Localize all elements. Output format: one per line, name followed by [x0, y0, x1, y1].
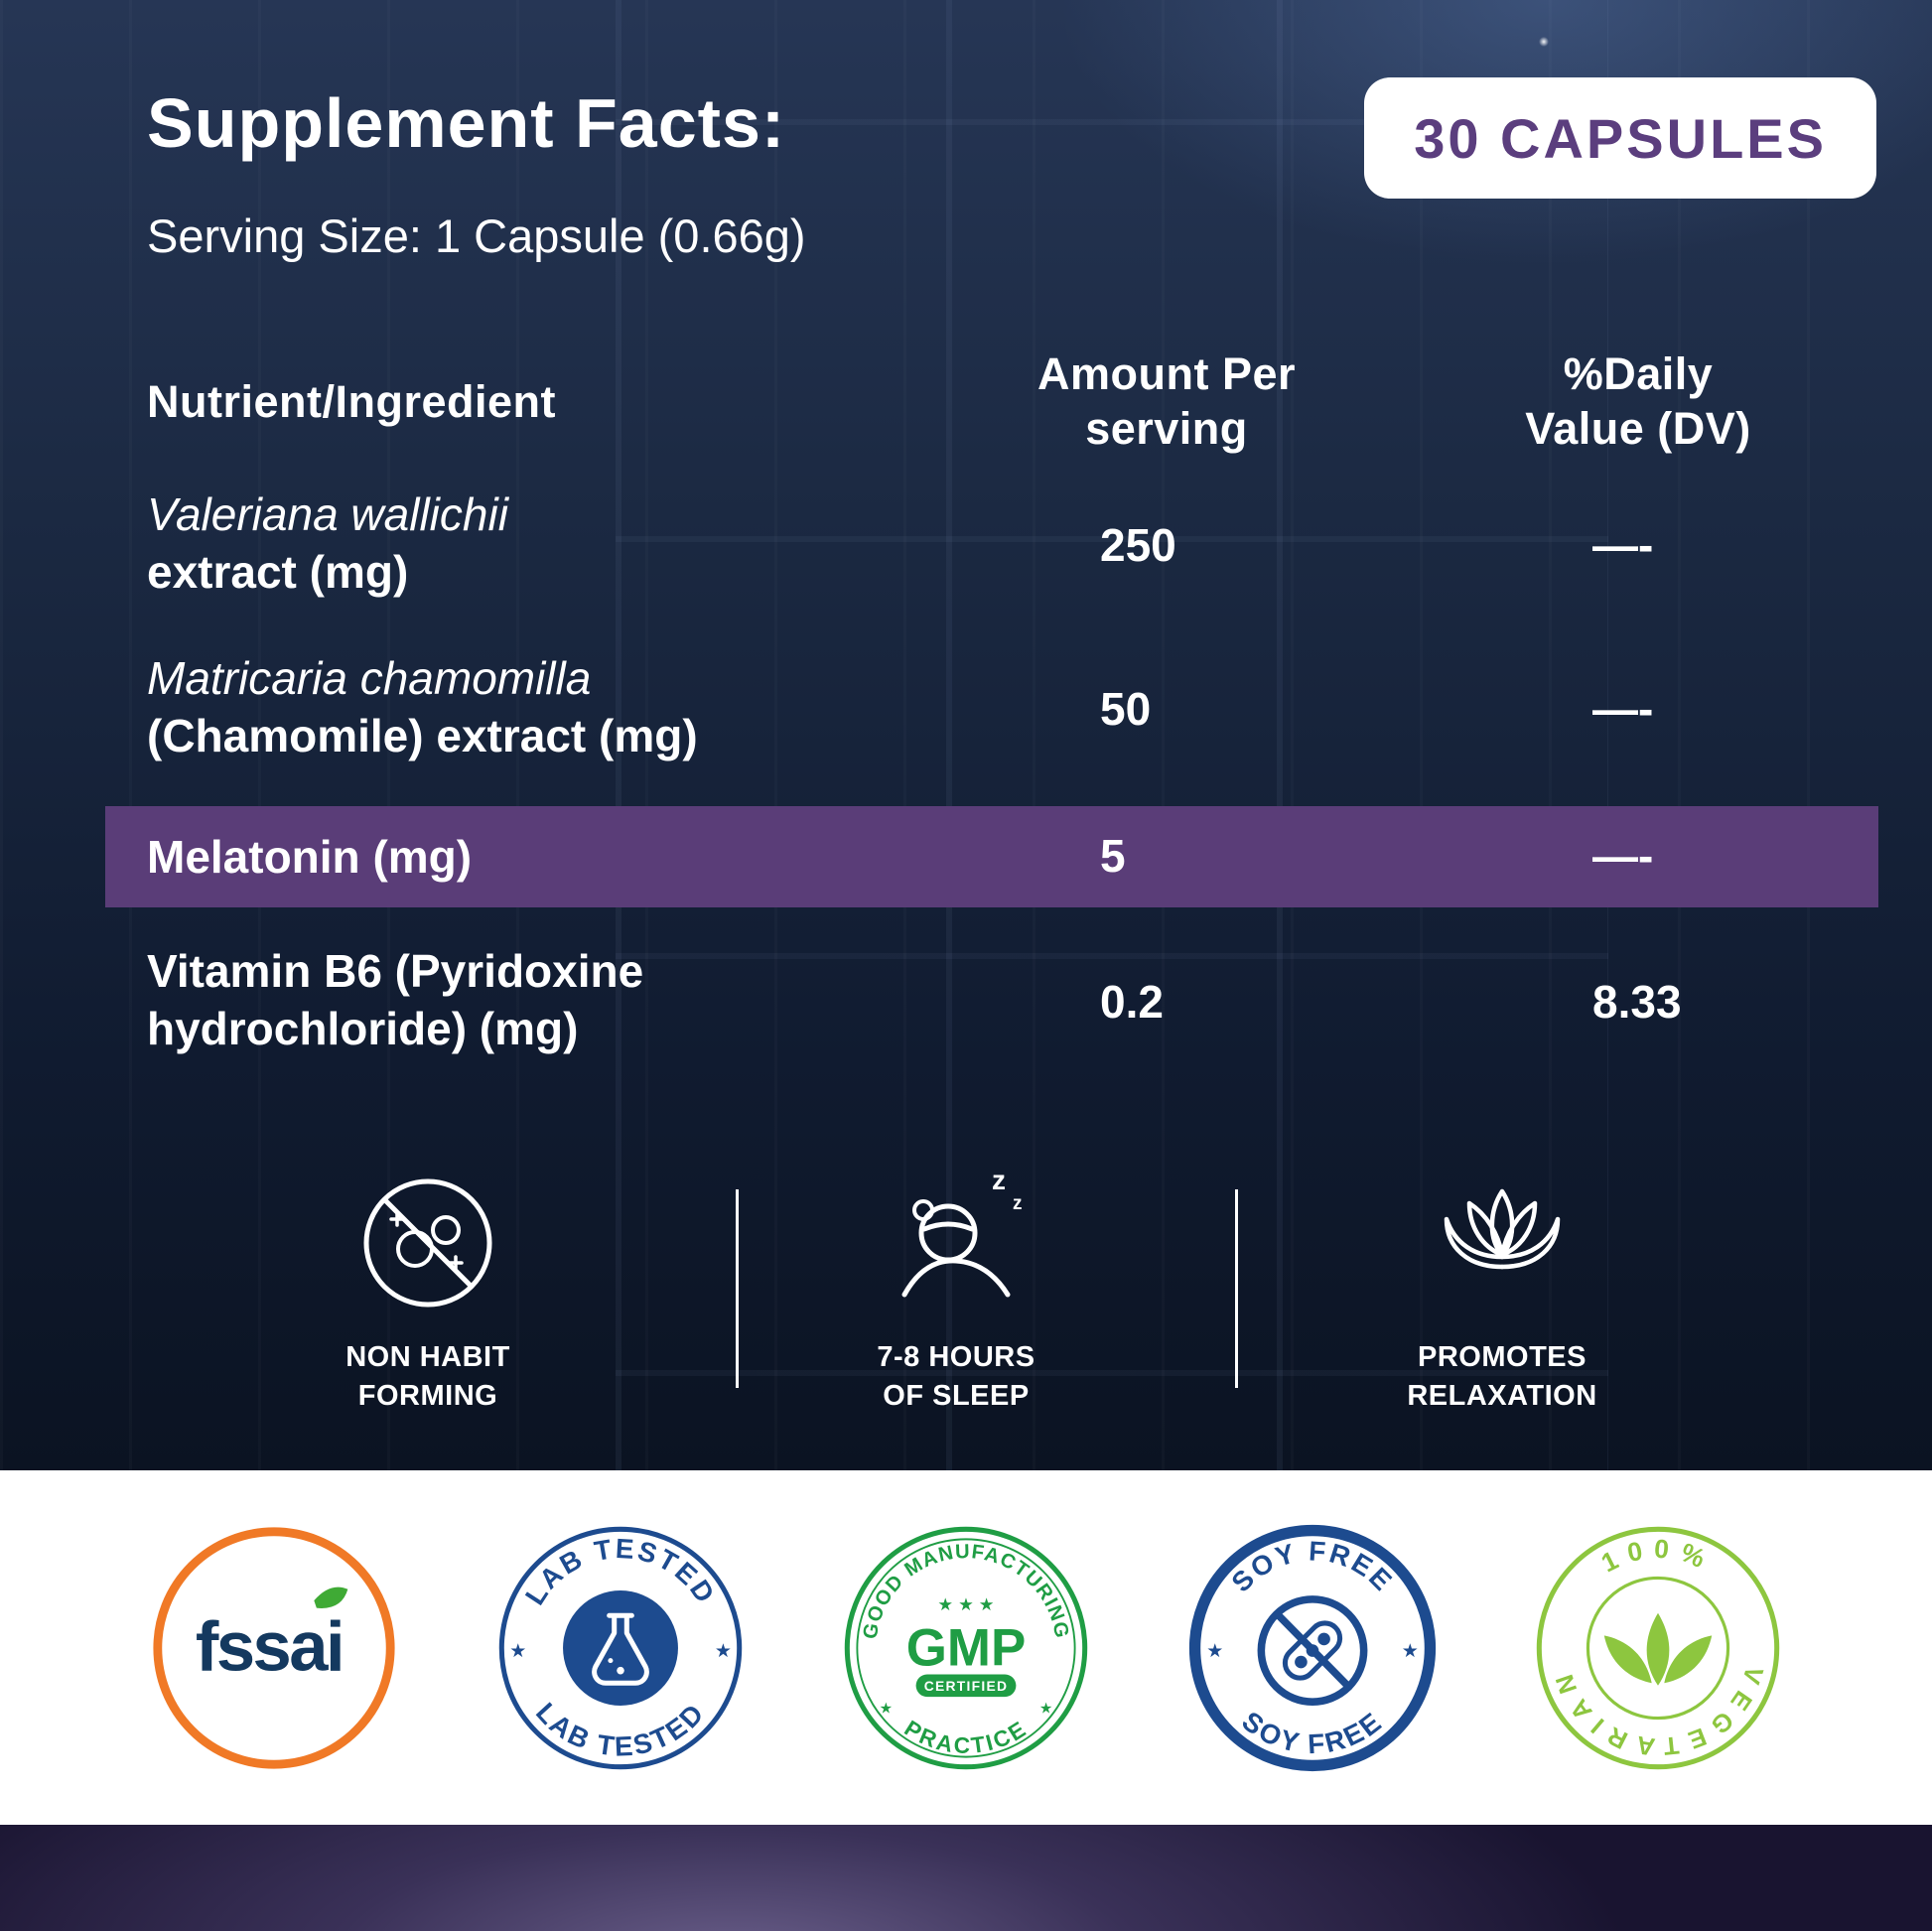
- fssai-badge: fssai: [153, 1526, 395, 1769]
- gmp-badge: GOOD MANUFACTURING PRACTICE ★ ★ ★ GMP CE…: [844, 1526, 1088, 1769]
- ingredient-name: Valeriana wallichii: [147, 488, 508, 540]
- capsule-count-badge: 30 CAPSULES: [1364, 77, 1876, 199]
- svg-text:z: z: [992, 1165, 1006, 1195]
- star-icon: ★: [1039, 1700, 1053, 1717]
- feature-non-habit: NON HABIT FORMING: [249, 1154, 607, 1416]
- ingredient-name: Matricaria chamomilla: [147, 652, 592, 704]
- divider: [736, 1189, 739, 1388]
- amount-value: 50: [1100, 683, 1152, 735]
- amount-value: 0.2: [1100, 976, 1164, 1028]
- dv-value: —-: [1592, 519, 1654, 571]
- ingredient-detail: (Chamomile) extract (mg): [147, 709, 698, 761]
- column-daily-value: %Daily Value (DV): [1525, 348, 1751, 454]
- soy-free-badge: SOY FREE SOY FREE ★ ★: [1188, 1524, 1436, 1771]
- fssai-text: fssai: [196, 1606, 343, 1685]
- star-icon: ★: [880, 1700, 894, 1717]
- amount-value: 5: [1100, 830, 1126, 882]
- feature-label: 7-8 HOURS OF SLEEP: [877, 1341, 1035, 1413]
- feature-label: NON HABIT FORMING: [345, 1341, 510, 1413]
- certification-band: fssai LAB TESTED LAB TESTED ★ ★: [0, 1470, 1932, 1825]
- ingredient-name: Vitamin B6 (Pyridoxine: [147, 945, 644, 997]
- star-icon: ★: [1401, 1640, 1418, 1661]
- divider: [1235, 1189, 1238, 1388]
- gmp-text: GMP: [906, 1618, 1027, 1677]
- serving-size: Serving Size: 1 Capsule (0.66g): [147, 209, 806, 262]
- feature-relaxation: PROMOTES RELAXATION: [1323, 1154, 1681, 1416]
- lab-tested-badge: LAB TESTED LAB TESTED ★ ★: [498, 1526, 742, 1769]
- star-icon: ★: [1206, 1640, 1223, 1661]
- leaf-icon: [314, 1586, 348, 1608]
- column-nutrient: Nutrient/Ingredient: [147, 376, 556, 427]
- vegetarian-badge: 100% VEGETARIAN: [1536, 1526, 1780, 1769]
- star-icon: ★: [509, 1640, 526, 1661]
- amount-value: 250: [1100, 519, 1176, 571]
- feature-label: PROMOTES RELAXATION: [1407, 1341, 1597, 1413]
- column-amount: Amount Per serving: [1036, 348, 1296, 454]
- ingredient-detail: extract (mg): [147, 545, 409, 598]
- footer-image: [0, 1825, 1932, 1931]
- star-icon: ★: [714, 1640, 731, 1661]
- no-pills-icon: [363, 1178, 492, 1308]
- sleep-icon: z z: [901, 1165, 1023, 1298]
- flask-icon: [591, 1612, 649, 1686]
- ingredient-name: Melatonin (mg): [147, 831, 473, 883]
- hero-section: Supplement Facts: 30 CAPSULES Serving Si…: [0, 0, 1932, 1470]
- leaves-icon: [1603, 1612, 1713, 1686]
- svg-text:z: z: [1013, 1193, 1023, 1214]
- dv-value: —-: [1592, 830, 1654, 882]
- lotus-icon: [1444, 1188, 1561, 1270]
- capsule-count-text: 30 CAPSULES: [1414, 106, 1827, 170]
- highlight-band: [105, 806, 1878, 907]
- dv-value: —-: [1592, 683, 1654, 735]
- dv-value: 8.33: [1592, 976, 1682, 1028]
- certified-banner: CERTIFIED: [924, 1677, 1009, 1693]
- stars-row: ★ ★ ★: [937, 1594, 994, 1614]
- ingredient-detail: hydrochloride) (mg): [147, 1002, 579, 1054]
- page-title: Supplement Facts:: [147, 84, 786, 162]
- feature-sleep: z z 7-8 HOURS OF SLEEP: [777, 1154, 1135, 1416]
- no-soy-icon: [1257, 1594, 1367, 1706]
